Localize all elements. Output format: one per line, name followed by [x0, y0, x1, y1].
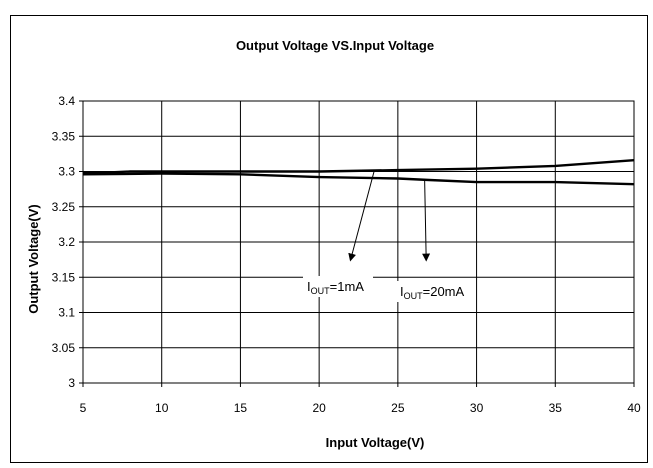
y-tick-label: 3.25 — [52, 200, 76, 214]
line-chart: 3 3.05 3.1 3.15 3.2 3.25 3.3 3.35 3.4 5 10 15 20 25 30… — [26, 38, 641, 450]
y-tick-label: 3.3 — [58, 165, 75, 179]
x-axis-label: Input Voltage(V) — [326, 435, 425, 450]
annotation-label-background — [396, 281, 475, 302]
x-tick-label: 25 — [391, 401, 405, 415]
series-line-iout-1ma — [82, 159, 635, 175]
annotation-label: IOUT=20mA — [400, 284, 465, 301]
series-group — [82, 159, 635, 186]
x-tick-label: 5 — [80, 401, 87, 415]
annotations: IOUT=1mA IOUT=20mA — [303, 170, 475, 302]
y-tick-label: 3.2 — [58, 235, 75, 249]
y-tick-label: 3.35 — [52, 129, 76, 143]
annotation-label-background — [303, 276, 373, 297]
x-tick-label: 10 — [155, 401, 169, 415]
y-axis-label: Output Voltage(V) — [26, 204, 41, 314]
y-tick-label: 3.4 — [58, 94, 75, 108]
x-tick-label: 40 — [627, 401, 641, 415]
y-tick-label: 3 — [68, 376, 75, 390]
annotation-arrow — [422, 179, 431, 262]
x-tick-label: 35 — [549, 401, 563, 415]
plot-area-border — [82, 100, 635, 384]
x-tick-label: 20 — [312, 401, 326, 415]
x-tick-label: 15 — [234, 401, 248, 415]
axes: 3 3.05 3.1 3.15 3.2 3.25 3.3 3.35 3.4 5 10 15 20 25 30… — [52, 94, 641, 415]
y-tick-label: 3.15 — [52, 270, 76, 284]
annotation-arrow — [348, 170, 375, 262]
annotation-label: IOUT=1mA — [307, 279, 364, 296]
grid — [82, 100, 635, 384]
y-tick-label: 3.05 — [52, 341, 76, 355]
x-tick-label: 30 — [470, 401, 484, 415]
y-tick-label: 3.1 — [58, 306, 75, 320]
chart-frame: 3 3.05 3.1 3.15 3.2 3.25 3.3 3.35 3.4 5 10 15 20 25 30… — [10, 15, 648, 463]
chart-title: Output Voltage VS.Input Voltage — [236, 38, 434, 53]
series-line-iout-20ma — [82, 172, 635, 186]
